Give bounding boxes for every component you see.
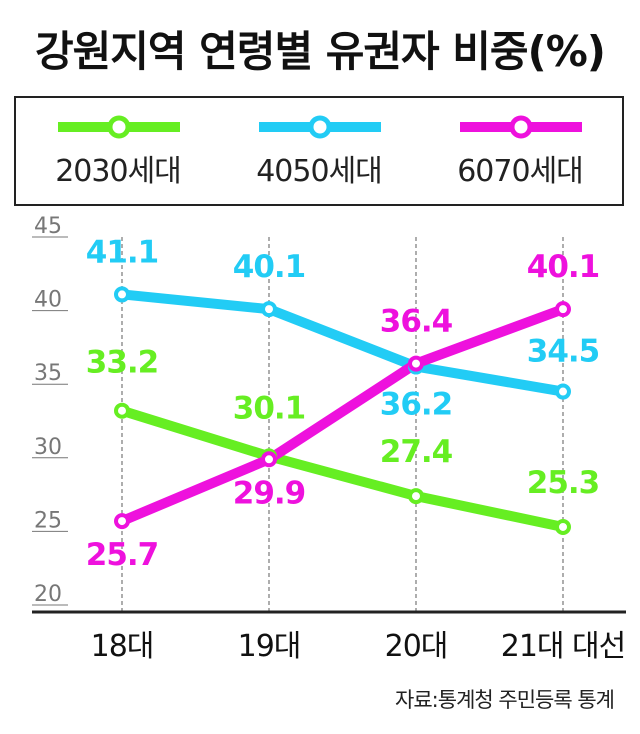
data-label-1-0: 41.1	[86, 234, 159, 270]
data-label-2-3: 40.1	[527, 249, 600, 285]
series-line-0	[117, 405, 568, 532]
data-point-1-1	[261, 301, 277, 318]
legend-marker-2030	[58, 115, 180, 139]
series-line-2	[117, 304, 568, 527]
y-tick-label-35: 35	[34, 361, 62, 386]
data-point-0-3	[555, 518, 571, 535]
data-label-0-2: 27.4	[380, 434, 453, 470]
y-tick-label-45: 45	[34, 214, 62, 239]
legend-marker-4050	[259, 115, 381, 139]
x-tick-label-2: 20대	[385, 629, 448, 664]
data-label-0-0: 33.2	[86, 345, 159, 381]
data-point-2-3	[555, 301, 571, 318]
legend-item-2030: 2030세대	[18, 98, 218, 204]
y-tick-label-30: 30	[34, 435, 62, 460]
legend-marker-6070	[460, 115, 582, 139]
legend-label-2030: 2030세대	[55, 154, 182, 189]
data-label-1-2: 36.2	[380, 387, 453, 423]
legend: 2030세대 4050세대 6070세대	[14, 96, 624, 206]
legend-label-4050: 4050세대	[256, 154, 383, 189]
source-note: 자료:통계청 주민등록 통계	[395, 688, 615, 712]
data-label-2-2: 36.4	[380, 304, 453, 340]
data-point-2-1	[261, 451, 277, 468]
y-tick-label-20: 20	[34, 582, 62, 607]
data-label-2-0: 25.7	[86, 537, 159, 573]
x-tick-label-0: 18대	[91, 629, 154, 664]
data-label-1-1: 40.1	[233, 249, 306, 285]
y-tick-label-40: 40	[34, 288, 62, 313]
legend-item-6070: 6070세대	[420, 98, 620, 204]
y-tick-label-25: 25	[34, 508, 62, 533]
data-label-2-1: 29.9	[233, 475, 306, 511]
legend-label-6070: 6070세대	[457, 154, 584, 189]
data-point-0-2	[408, 488, 424, 505]
chart-title: 강원지역 연령별 유권자 비중(%)	[34, 27, 606, 76]
data-label-0-1: 30.1	[233, 390, 306, 426]
data-point-2-2	[408, 355, 424, 372]
data-label-1-3: 34.5	[527, 334, 600, 370]
x-tick-label-1: 19대	[238, 629, 301, 664]
series-line-1	[117, 289, 568, 397]
data-point-0-0	[114, 402, 130, 419]
line-chart: 20 25 30 35 40 45 18대 19대 20대 21대 대선 33.2 30.1 27.4 2…	[32, 214, 626, 664]
data-point-1-0	[114, 286, 130, 303]
data-point-1-3	[555, 383, 571, 400]
data-label-0-3: 25.3	[527, 465, 600, 501]
x-tick-label-3: 21대 대선	[501, 629, 626, 664]
legend-item-4050: 4050세대	[219, 98, 419, 204]
data-point-2-0	[114, 513, 130, 530]
